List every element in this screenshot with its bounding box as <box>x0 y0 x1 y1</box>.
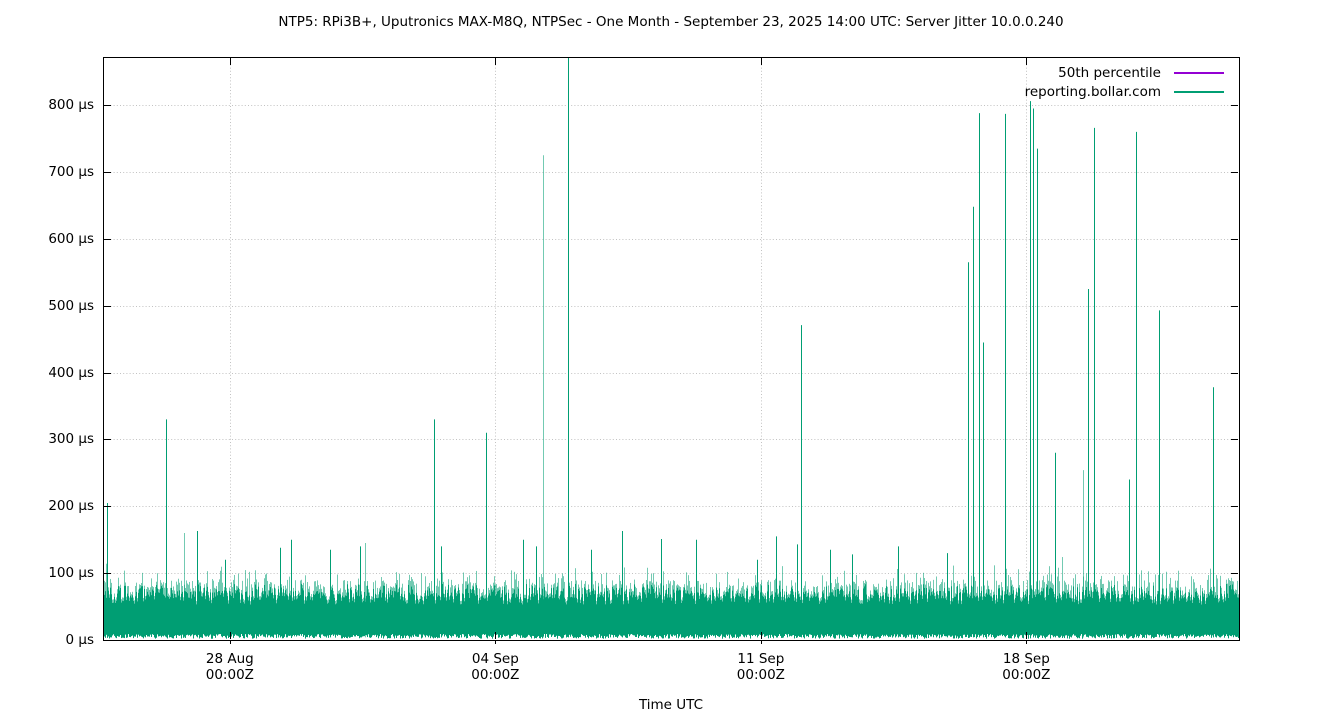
x-tick-date: 04 Sep <box>471 651 519 667</box>
legend-entry-reporting-bollar-com: reporting.bollar.com <box>1025 82 1224 101</box>
x-tick-time: 00:00Z <box>471 667 520 683</box>
legend-line-sample-purple <box>1174 71 1224 74</box>
y-tick-label-100: 100 µs <box>48 565 94 582</box>
y-tick-label-400: 400 µs <box>48 364 94 381</box>
y-tick-label-600: 600 µs <box>48 230 94 247</box>
y-tick-label-800: 800 µs <box>48 97 94 114</box>
y-tick-label-0: 0 µs <box>65 632 94 648</box>
x-tick-date: 11 Sep <box>737 651 785 667</box>
legend-label: 50th percentile <box>1058 64 1161 81</box>
legend: 50th percentile reporting.bollar.com <box>1025 63 1224 101</box>
y-tick-label-300: 300 µs <box>48 431 94 448</box>
y-tick-label-500: 500 µs <box>48 297 94 314</box>
x-tick-label-28aug: 28 Aug 00:00Z <box>206 651 254 683</box>
legend-line-sample-green <box>1174 90 1224 93</box>
y-tick-label-200: 200 µs <box>48 498 94 515</box>
x-tick-time: 00:00Z <box>1002 667 1051 683</box>
x-tick-time: 00:00Z <box>736 667 785 683</box>
x-tick-time: 00:00Z <box>205 667 254 683</box>
x-tick-label-04sep: 04 Sep 00:00Z <box>471 651 519 683</box>
y-tick-label-700: 700 µs <box>48 163 94 180</box>
x-tick-label-18sep: 18 Sep 00:00Z <box>1002 651 1050 683</box>
x-tick-date: 18 Sep <box>1002 651 1050 667</box>
x-tick-label-11sep: 11 Sep 00:00Z <box>737 651 785 683</box>
x-axis-label: Time UTC <box>638 697 704 713</box>
legend-label: reporting.bollar.com <box>1024 83 1161 100</box>
chart-title: NTP5: RPi3B+, Uputronics MAX-M8Q, NTPSec… <box>278 14 1064 30</box>
legend-entry-50th-percentile: 50th percentile <box>1025 63 1224 82</box>
x-tick-date: 28 Aug <box>205 651 254 667</box>
